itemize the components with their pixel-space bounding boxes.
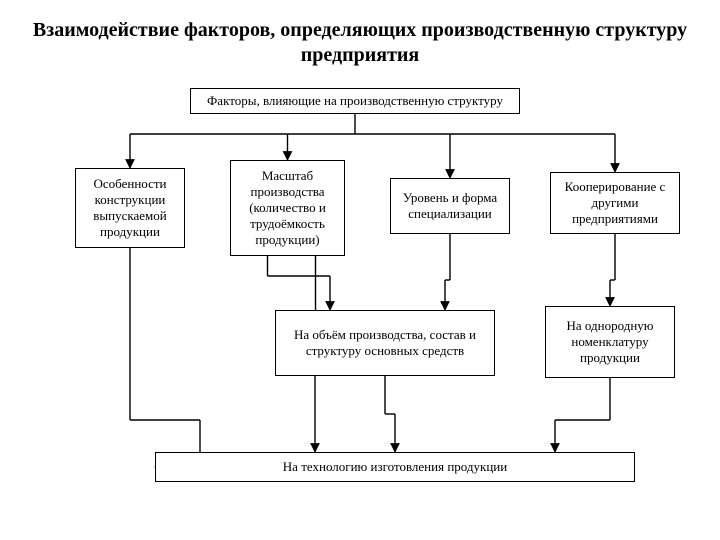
- node-label: На однородную номенклатуру продукции: [552, 318, 668, 366]
- node-top: Факторы, влияющие на производственную ст…: [190, 88, 520, 114]
- node-label: Особенности конструкции выпускаемой прод…: [82, 176, 178, 240]
- node-f2: Масштаб производства (количество и трудо…: [230, 160, 345, 256]
- node-label: Масштаб производства (количество и трудо…: [237, 168, 338, 248]
- node-f3: Уровень и форма специализации: [390, 178, 510, 234]
- node-label: Уровень и форма специализации: [397, 190, 503, 222]
- node-mid2: На однородную номенклатуру продукции: [545, 306, 675, 378]
- node-f1: Особенности конструкции выпускаемой прод…: [75, 168, 185, 248]
- node-label: Кооперирование с другими предприятиями: [557, 179, 673, 227]
- node-bottom: На технологию изготовления продукции: [155, 452, 635, 482]
- diagram-stage: Взаимодействие факторов, определяющих пр…: [0, 0, 720, 540]
- node-label: На технологию изготовления продукции: [283, 459, 507, 475]
- node-label: Факторы, влияющие на производственную ст…: [207, 93, 503, 109]
- node-label: На объём производства, состав и структур…: [282, 327, 488, 359]
- node-mid1: На объём производства, состав и структур…: [275, 310, 495, 376]
- node-f4: Кооперирование с другими предприятиями: [550, 172, 680, 234]
